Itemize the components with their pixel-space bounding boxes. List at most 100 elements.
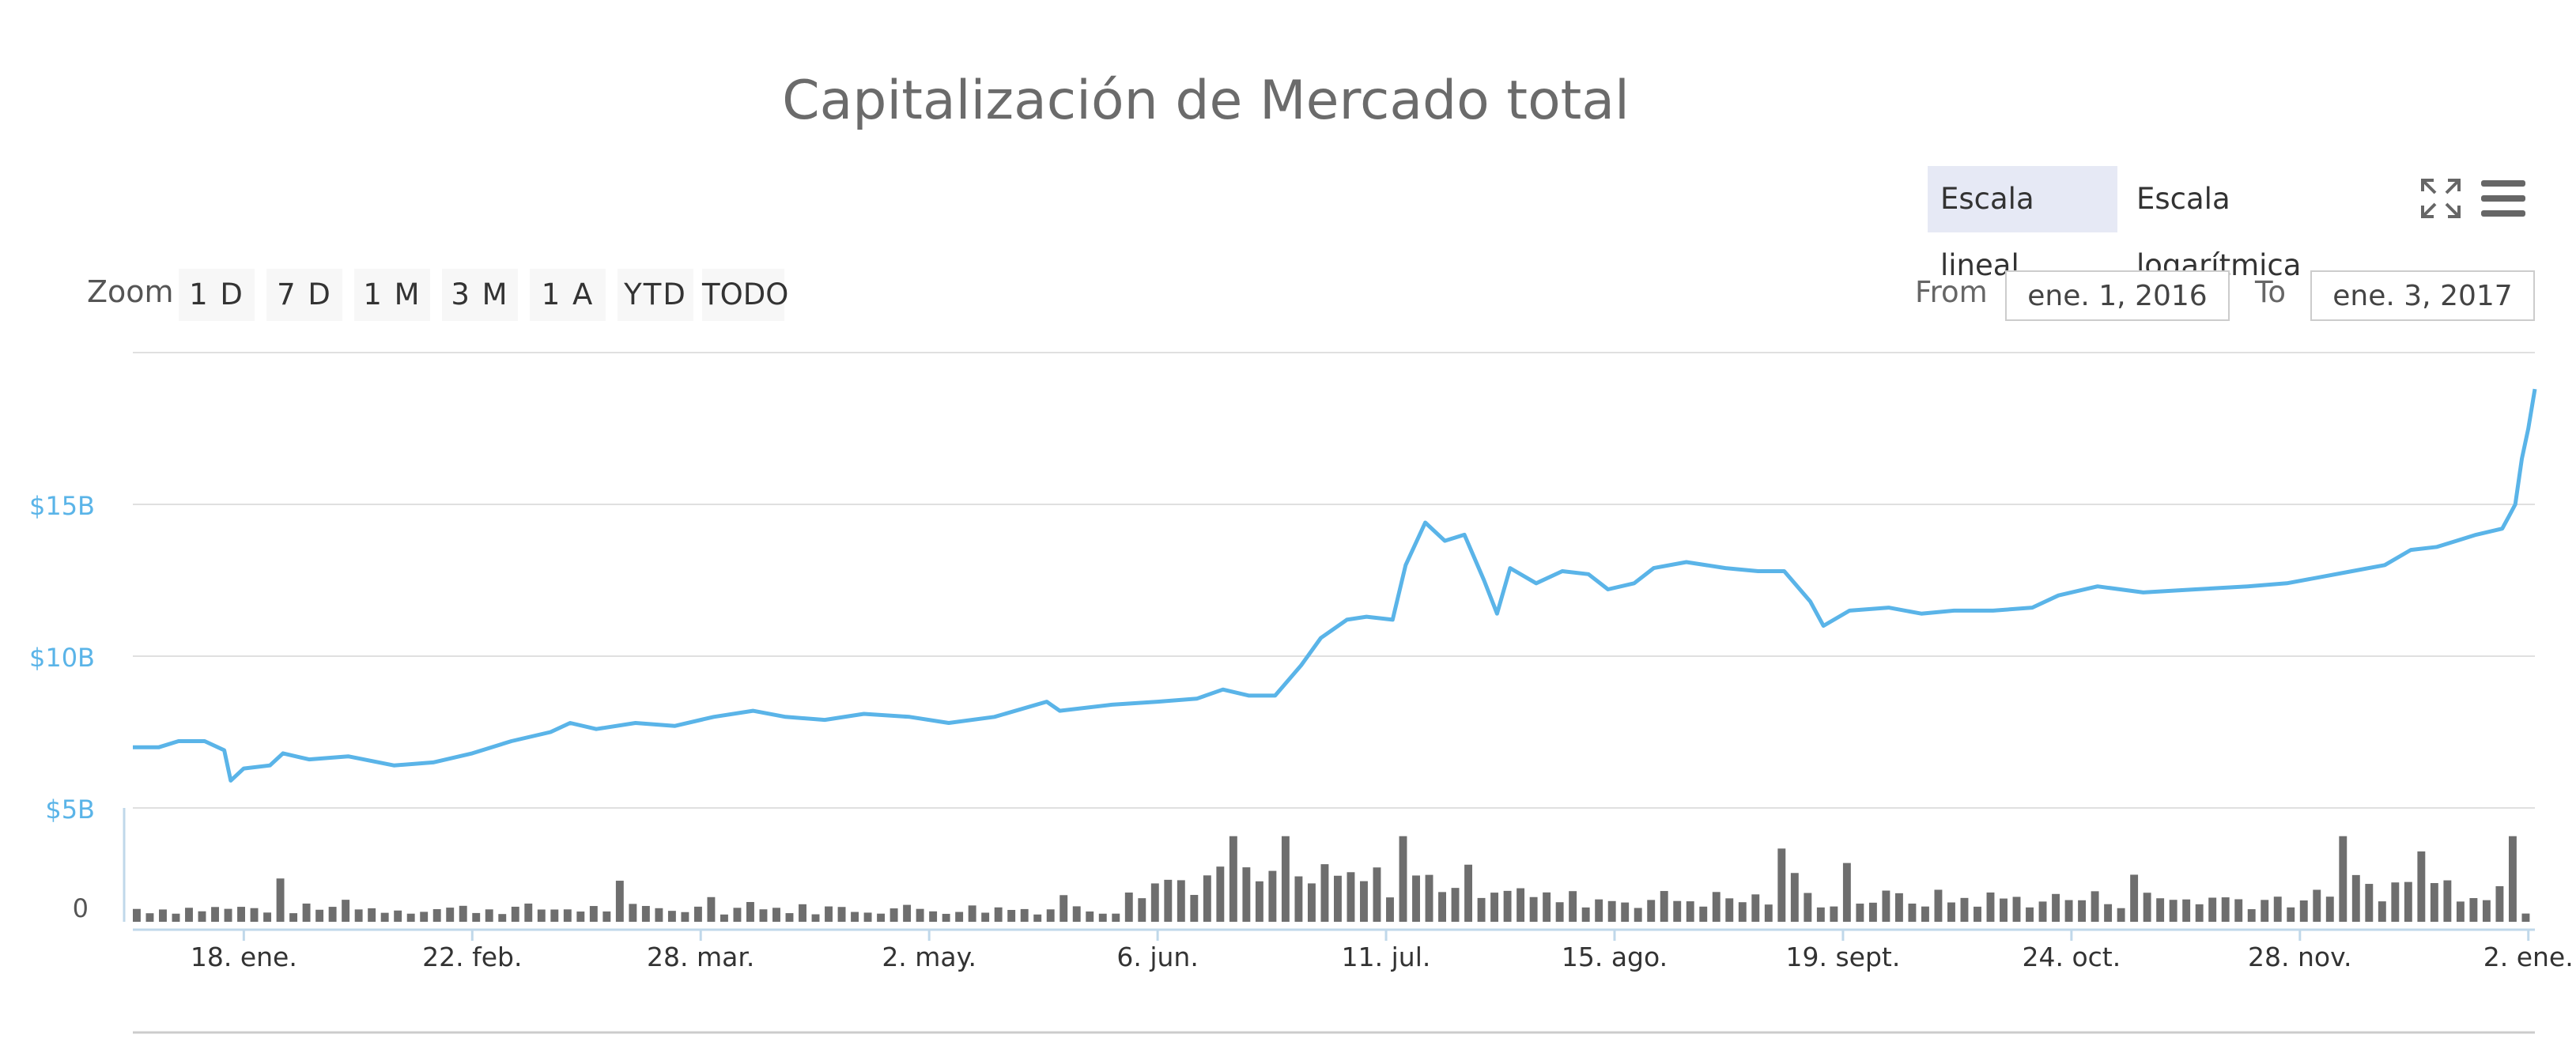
volume-bar: [2365, 884, 2374, 922]
volume-bar: [1464, 864, 1473, 922]
volume-bar: [799, 904, 806, 922]
volume-bar: [2339, 836, 2347, 922]
volume-bar: [1216, 866, 1225, 922]
volume-bar: [994, 907, 1003, 922]
y-axis: $5B $10B $15B: [29, 491, 95, 825]
volume-bar: [1842, 862, 1851, 922]
volume-bar: [667, 911, 676, 922]
volume-bar: [511, 906, 519, 922]
volume-bar: [2012, 896, 2021, 922]
y-tick-label: $5B: [45, 795, 95, 825]
volume-bar: [342, 900, 350, 922]
volume-bar: [1124, 893, 1133, 922]
chart-title: Capitalización de Mercado total: [782, 70, 1630, 132]
volume-bar: [1986, 892, 1995, 922]
volume-bar: [315, 909, 324, 922]
x-tick-label: 28. nov.: [2248, 942, 2352, 972]
zoom-1a-button[interactable]: 1 A: [530, 269, 606, 321]
volume-bar: [537, 909, 546, 922]
zoom-1m-button[interactable]: 1 M: [354, 269, 430, 321]
volume-bar: [1934, 889, 1943, 922]
fullscreen-icon[interactable]: [2418, 176, 2464, 221]
volume-bar: [1581, 907, 1590, 922]
volume-bar: [2495, 885, 2504, 922]
volume-bar: [406, 913, 415, 922]
volume-bar: [1725, 898, 1734, 922]
volume-bar: [1647, 900, 1656, 922]
x-tick-label: 15. ago.: [1562, 942, 1668, 972]
volume-bar: [1595, 899, 1603, 922]
volume-bar: [172, 913, 180, 922]
volume-bar: [1921, 906, 1929, 922]
volume-bar: [2247, 909, 2256, 922]
x-tick-label: 6. jun.: [1116, 942, 1198, 972]
line-series: [133, 388, 2537, 783]
volume-bar: [145, 913, 154, 922]
volume-bar: [942, 913, 950, 922]
linear-scale-button[interactable]: Escala lineal: [1928, 166, 2117, 282]
volume-bar: [211, 907, 219, 922]
volume-bar: [1816, 907, 1825, 922]
volume-bar: [1007, 909, 1016, 922]
volume-bar: [2351, 874, 2360, 922]
volume-bar: [1020, 908, 1029, 922]
volume-bar: [2182, 899, 2191, 922]
volume-bar: [1960, 897, 1969, 922]
volume-bar: [1751, 894, 1760, 922]
volume-bar: [159, 909, 167, 922]
volume-bar: [1150, 883, 1159, 922]
volume-bar: [1894, 893, 1903, 922]
volume-bar: [133, 908, 141, 922]
volume-bar: [955, 912, 964, 922]
volume-bar: [1607, 900, 1616, 922]
volume-bar: [1059, 895, 1068, 922]
volume-bar: [2130, 874, 2139, 922]
hamburger-menu-icon[interactable]: [2480, 177, 2527, 220]
range-from-label: From: [1915, 275, 1988, 309]
volume-bar: [2000, 898, 2008, 922]
volume-bar: [1112, 913, 1120, 922]
x-tick-label: 28. mar.: [647, 942, 754, 972]
y-tick-label: $15B: [29, 491, 95, 521]
zoom-7d-button[interactable]: 7 D: [266, 269, 342, 321]
volume-bar: [2195, 904, 2204, 922]
volume-bar: [380, 912, 389, 922]
volume-bar: [981, 912, 990, 922]
volume-bar: [1373, 867, 1381, 922]
volume-bar: [1294, 876, 1303, 922]
range-from-input[interactable]: [2005, 270, 2230, 321]
volume-bar: [302, 903, 311, 922]
zoom-3m-button[interactable]: 3 M: [442, 269, 518, 321]
range-to-label: To: [2255, 275, 2286, 309]
volume-bar: [1399, 836, 1407, 922]
volume-bar: [1386, 897, 1394, 922]
volume-bar: [2430, 883, 2438, 922]
volume-bar: [1255, 881, 1263, 922]
zoom-all-button[interactable]: TODO: [702, 269, 788, 321]
volume-bar: [2287, 907, 2295, 922]
volume-bar: [1882, 890, 1890, 922]
volume-bar: [1856, 903, 1864, 922]
volume-bar: [811, 914, 820, 922]
volume-bar: [1334, 875, 1342, 922]
range-to-input[interactable]: [2310, 270, 2535, 321]
volume-bar: [498, 914, 507, 922]
volume-bar: [1764, 904, 1773, 922]
volume-bar: [2521, 913, 2530, 922]
volume-bar: [2078, 900, 2087, 922]
volume-bar: [746, 901, 754, 922]
volume-bar: [1268, 870, 1277, 922]
log-scale-button[interactable]: Escala logarítmica: [2136, 182, 2302, 282]
volume-bar: [1320, 864, 1329, 922]
zoom-1d-button[interactable]: 1 D: [179, 269, 255, 321]
volume-bar: [589, 906, 598, 922]
volume-bar: [1086, 911, 1094, 922]
volume-bar: [681, 912, 689, 922]
volume-bar: [2261, 900, 2269, 922]
zoom-ytd-button[interactable]: YTD: [618, 269, 693, 321]
volume-bar: [224, 908, 232, 922]
volume-bar: [602, 911, 611, 922]
volume-bar: [2456, 901, 2465, 922]
volume-bar: [772, 908, 780, 922]
volume-bar: [2026, 907, 2034, 922]
